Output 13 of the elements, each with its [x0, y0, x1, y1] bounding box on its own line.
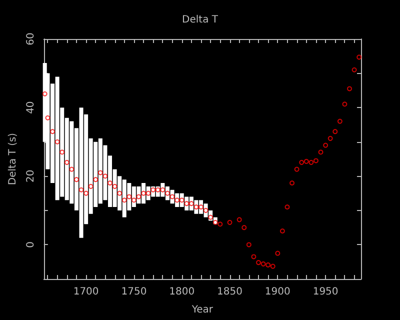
y-tick-label: 20: [25, 170, 36, 183]
x-tick-label: 1750: [121, 286, 147, 298]
y-tick-label: 40: [25, 101, 36, 114]
y-tick-label: 60: [25, 32, 36, 46]
chart-title: Delta T: [182, 14, 219, 26]
x-tick-label: 1900: [264, 286, 290, 298]
x-tick-label: 1800: [169, 286, 195, 298]
x-tick-label: 1950: [312, 286, 338, 298]
y-axis-title: Delta T (s): [8, 132, 18, 186]
x-tick-label: 1850: [217, 286, 242, 298]
x-tick-label: 1700: [73, 286, 99, 298]
x-axis-title: Year: [190, 304, 214, 316]
y-tick-label: 0: [25, 242, 36, 248]
